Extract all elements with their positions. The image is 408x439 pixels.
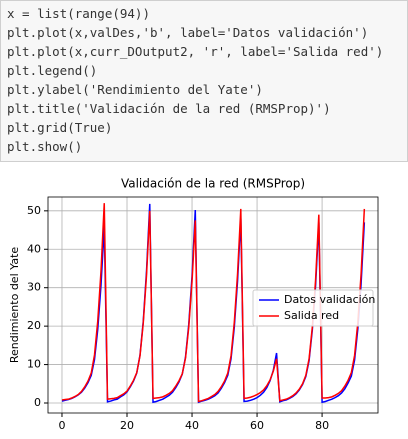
code-line: plt.ylabel('Rendimiento del Yate') [7, 82, 263, 97]
code-cell: x = list(range(94)) plt.plot(x,valDes,'b'… [0, 0, 408, 162]
code-line: plt.plot(x,valDes,'b', label='Datos vali… [7, 25, 369, 40]
code-line: plt.title('Validación de la red (RMSProp… [7, 101, 331, 116]
y-tick-label: 20 [27, 319, 41, 332]
x-tick-label: 0 [58, 419, 65, 432]
x-tick-label: 80 [315, 419, 329, 432]
code-line: plt.plot(x,curr_DOutput2, 'r', label='Sa… [7, 44, 384, 59]
y-tick-label: 10 [27, 358, 41, 371]
legend-box [252, 289, 374, 327]
code-line: plt.grid(True) [7, 120, 113, 135]
x-tick-label: 60 [250, 419, 264, 432]
y-tick-label: 30 [27, 281, 41, 294]
code-line: plt.show() [7, 139, 83, 154]
y-tick-label: 0 [34, 396, 41, 409]
code-line: x = list(range(94)) [7, 6, 150, 21]
y-tick-label: 50 [27, 204, 41, 217]
legend-label: Datos validación [284, 293, 375, 306]
y-tick-label: 40 [27, 242, 41, 255]
legend-label: Salida red [284, 309, 339, 322]
y-axis-label: Rendimiento del Yate [8, 247, 21, 364]
chart-title: Validación de la red (RMSProp) [121, 177, 305, 191]
code-line: plt.legend() [7, 63, 98, 78]
x-tick-label: 20 [120, 419, 134, 432]
x-tick-label: 40 [185, 419, 199, 432]
axes-frame [47, 196, 379, 414]
